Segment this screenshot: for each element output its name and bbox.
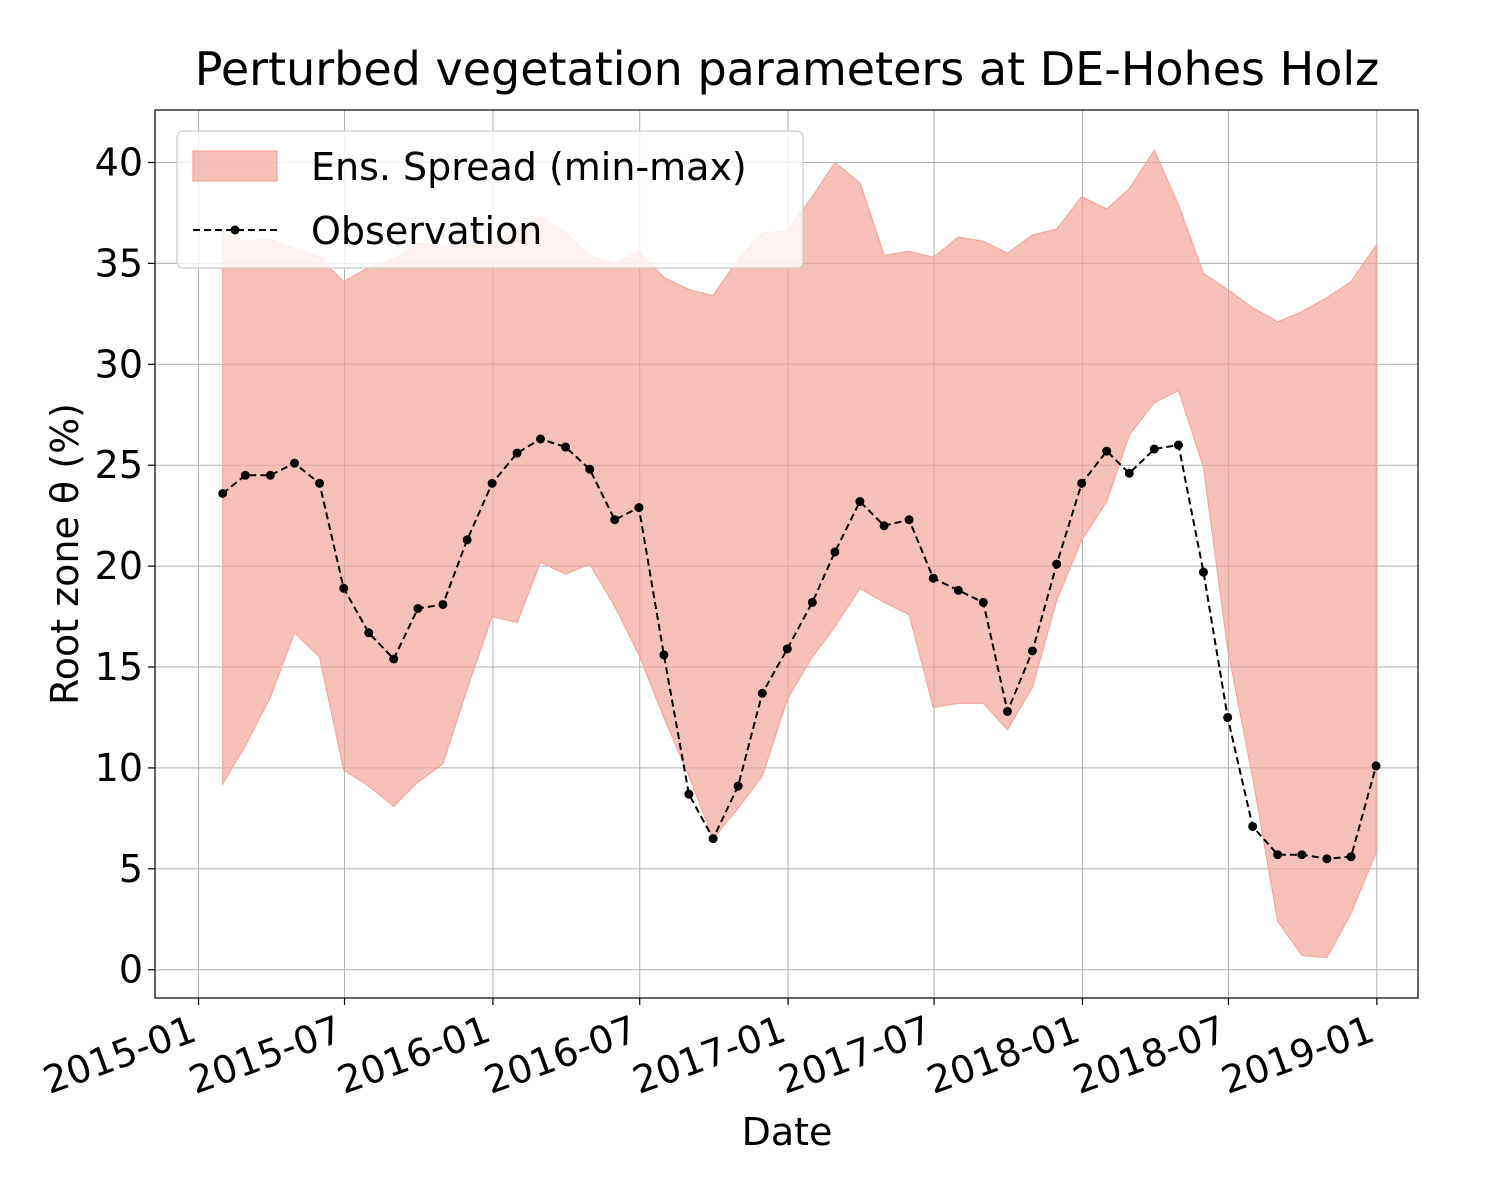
y-tick-label: 30 <box>95 342 143 386</box>
observation-point <box>339 583 349 593</box>
legend-label-spread: Ens. Spread (min-max) <box>311 145 747 189</box>
observation-point <box>487 478 497 488</box>
y-tick-label: 35 <box>95 241 143 285</box>
legend-box <box>176 130 804 269</box>
y-axis-label: Root zone θ (%) <box>43 403 87 705</box>
observation-point <box>1052 559 1062 569</box>
observation-point <box>1273 850 1283 860</box>
observation-point <box>830 547 840 557</box>
legend-marker-observation <box>230 225 240 235</box>
observation-point <box>364 628 374 638</box>
observation-point <box>1077 478 1087 488</box>
observation-point <box>413 603 423 613</box>
observation-point <box>462 535 472 545</box>
observation-point <box>782 644 792 654</box>
observation-point <box>1223 712 1233 722</box>
y-tick-label: 15 <box>95 645 143 689</box>
observation-line <box>222 437 1378 860</box>
observation-point <box>1198 567 1208 577</box>
observation-layer <box>218 434 1381 864</box>
legend-label-observation: Observation <box>311 209 542 253</box>
observation-point <box>1371 761 1381 771</box>
plot-frame <box>154 109 1419 999</box>
y-tick-label: 10 <box>95 746 143 790</box>
observation-point <box>634 503 644 513</box>
observation-point <box>438 599 448 609</box>
observation-point <box>561 442 571 452</box>
observation-point <box>1124 468 1134 478</box>
y-axis: 0 5 10 15 20 25 30 35 40 <box>95 140 155 992</box>
legend: Ens. Spread (min-max) Observation <box>176 130 804 269</box>
observation-point <box>389 654 399 664</box>
observation-point <box>1102 446 1112 456</box>
y-tick-label: 0 <box>119 948 143 992</box>
legend-swatch-spread <box>192 150 278 182</box>
y-tick-label: 5 <box>119 847 143 891</box>
observation-point <box>1297 850 1307 860</box>
x-axis-label: Date <box>742 1110 833 1154</box>
observation-point <box>1322 854 1332 864</box>
observation-point <box>757 688 767 698</box>
observation-point <box>1248 821 1258 831</box>
observation-point <box>953 585 963 595</box>
observation-point <box>1346 852 1356 862</box>
observation-point <box>1027 646 1037 656</box>
y-tick-label: 25 <box>95 443 143 487</box>
observation-point <box>512 448 522 458</box>
observation-point <box>610 515 620 525</box>
observation-point <box>218 488 228 498</box>
observation-point <box>733 781 743 791</box>
observation-point <box>855 497 865 507</box>
observation-point <box>708 834 718 844</box>
chart-title: Perturbed vegetation parameters at DE-Ho… <box>195 42 1380 96</box>
observation-point <box>1149 444 1159 454</box>
observation-point <box>659 650 669 660</box>
observation-point <box>290 458 300 468</box>
observation-point <box>684 789 694 799</box>
observation-point <box>265 470 275 480</box>
observation-point <box>879 521 889 531</box>
observation-point <box>904 515 914 525</box>
observation-point <box>585 464 595 474</box>
observation-point <box>1002 706 1012 716</box>
observation-point <box>240 470 250 480</box>
y-tick-label: 40 <box>95 140 143 184</box>
observation-point <box>807 597 817 607</box>
observation-point <box>315 478 325 488</box>
y-tick-label: 20 <box>95 544 143 588</box>
observation-point <box>928 573 938 583</box>
observation-point <box>1173 440 1183 450</box>
observation-point <box>978 597 988 607</box>
observation-point <box>536 434 546 444</box>
